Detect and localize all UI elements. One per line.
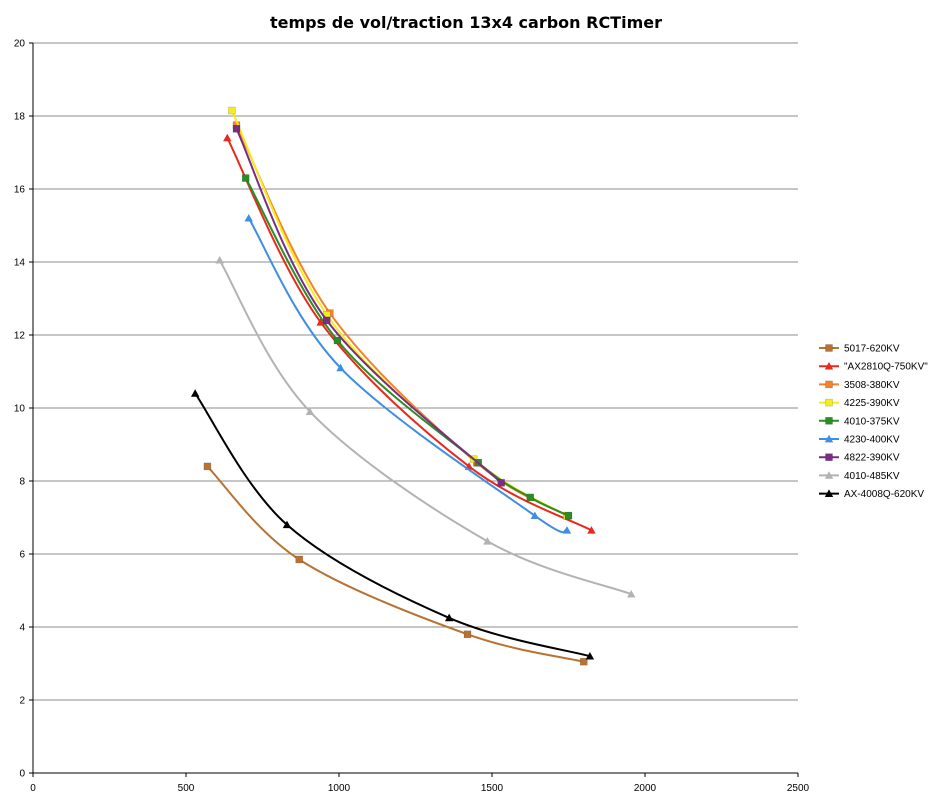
x-tick-label: 1000 bbox=[328, 783, 351, 794]
legend-entry: 4230-400KV bbox=[819, 435, 900, 446]
legend-marker bbox=[825, 344, 833, 352]
y-tick-label: 20 bbox=[14, 39, 26, 50]
data-point bbox=[463, 630, 472, 639]
legend-entry: 5017-620KV bbox=[819, 344, 900, 355]
legend-label: 4010-375KV bbox=[844, 416, 900, 427]
series-line bbox=[244, 177, 569, 517]
data-point bbox=[497, 479, 505, 487]
legend-entry: 4822-390KV bbox=[819, 453, 900, 464]
legend-marker bbox=[825, 417, 833, 425]
data-point bbox=[526, 493, 534, 502]
data-point bbox=[244, 214, 253, 222]
data-point bbox=[232, 125, 241, 133]
data-point bbox=[587, 526, 596, 534]
legend-label: "AX2810Q-750KV" bbox=[844, 362, 928, 373]
y-tick-label: 4 bbox=[19, 623, 25, 634]
series-line bbox=[230, 110, 568, 517]
y-tick-label: 8 bbox=[19, 477, 25, 488]
data-point bbox=[336, 363, 345, 372]
legend-label: AX-4008Q-620KV bbox=[844, 489, 924, 500]
series-4 bbox=[241, 174, 573, 520]
series-line bbox=[247, 217, 568, 534]
legend-entry: 4010-375KV bbox=[819, 416, 900, 427]
data-point bbox=[228, 106, 236, 115]
series-line bbox=[235, 124, 568, 517]
series-7 bbox=[215, 255, 636, 598]
x-tick-label: 1500 bbox=[481, 783, 504, 794]
legend-entry: 4225-390KV bbox=[819, 398, 900, 409]
legend-label: 4010-485KV bbox=[844, 471, 900, 482]
data-point bbox=[305, 407, 315, 416]
data-point bbox=[241, 174, 250, 182]
legend-marker bbox=[824, 471, 834, 479]
y-tick-label: 6 bbox=[19, 550, 25, 561]
series-line bbox=[226, 137, 592, 532]
data-point bbox=[333, 336, 342, 345]
legend-entry: AX-4008Q-620KV bbox=[819, 489, 924, 500]
legend: 5017-620KV "AX2810Q-750KV" 3508-380KV 4225-… bbox=[819, 344, 928, 500]
legend-label: 4230-400KV bbox=[844, 435, 900, 446]
legend-marker bbox=[824, 489, 834, 497]
x-tick-label: 2500 bbox=[787, 783, 810, 794]
data-point bbox=[627, 589, 636, 598]
series-6 bbox=[232, 125, 505, 487]
legend-marker bbox=[825, 398, 833, 407]
series-0 bbox=[203, 462, 588, 666]
data-point bbox=[223, 133, 232, 142]
data-point bbox=[316, 318, 325, 326]
series-line bbox=[194, 392, 591, 658]
legend-marker bbox=[825, 380, 833, 389]
y-tick-label: 16 bbox=[14, 185, 26, 196]
data-point bbox=[323, 316, 331, 325]
y-tick-label: 2 bbox=[19, 696, 25, 707]
legend-label: 4225-390KV bbox=[844, 398, 900, 409]
x-tick-label: 2000 bbox=[634, 783, 657, 794]
data-point bbox=[444, 613, 454, 622]
y-tick-label: 14 bbox=[14, 258, 26, 269]
series-line bbox=[206, 465, 585, 663]
grid-lines bbox=[33, 42, 798, 701]
data-point bbox=[580, 657, 588, 666]
legend-marker bbox=[824, 362, 834, 370]
data-point bbox=[483, 537, 492, 545]
chart-title: temps de vol/traction 13x4 carbon RCTime… bbox=[270, 13, 662, 32]
series-2 bbox=[232, 121, 571, 520]
data-point bbox=[564, 511, 573, 520]
y-tick-label: 18 bbox=[14, 112, 26, 123]
series-5 bbox=[244, 214, 572, 534]
data-point bbox=[530, 511, 540, 520]
data-point bbox=[190, 389, 200, 397]
legend-marker bbox=[824, 434, 834, 443]
series-line bbox=[235, 128, 502, 484]
legend-marker bbox=[825, 453, 833, 461]
y-tick-label: 12 bbox=[14, 331, 26, 342]
legend-entry: 4010-485KV bbox=[819, 471, 900, 482]
y-tick-label: 10 bbox=[14, 404, 26, 415]
x-tick-label: 0 bbox=[30, 783, 36, 794]
legend-label: 3508-380KV bbox=[844, 380, 900, 391]
data-point bbox=[562, 526, 572, 534]
data-point bbox=[585, 652, 595, 660]
series-line bbox=[218, 259, 632, 596]
data-point bbox=[203, 462, 212, 471]
series-3 bbox=[228, 106, 571, 520]
series-8 bbox=[190, 389, 595, 660]
legend-label: 5017-620KV bbox=[844, 344, 900, 355]
series-layer bbox=[190, 106, 636, 666]
axes: 0 2 4 6 8 10 12 14 16 18 20 0 500 1000 1500 2000 2500 bbox=[14, 39, 810, 795]
y-tick-label: 0 bbox=[19, 769, 25, 780]
x-tick-label: 500 bbox=[178, 783, 195, 794]
legend-entry: 3508-380KV bbox=[819, 380, 900, 391]
series-1 bbox=[223, 133, 596, 534]
data-point bbox=[215, 255, 224, 264]
data-point bbox=[295, 555, 303, 564]
legend-entry: "AX2810Q-750KV" bbox=[819, 362, 928, 373]
legend-label: 4822-390KV bbox=[844, 453, 900, 464]
data-point bbox=[282, 520, 292, 529]
